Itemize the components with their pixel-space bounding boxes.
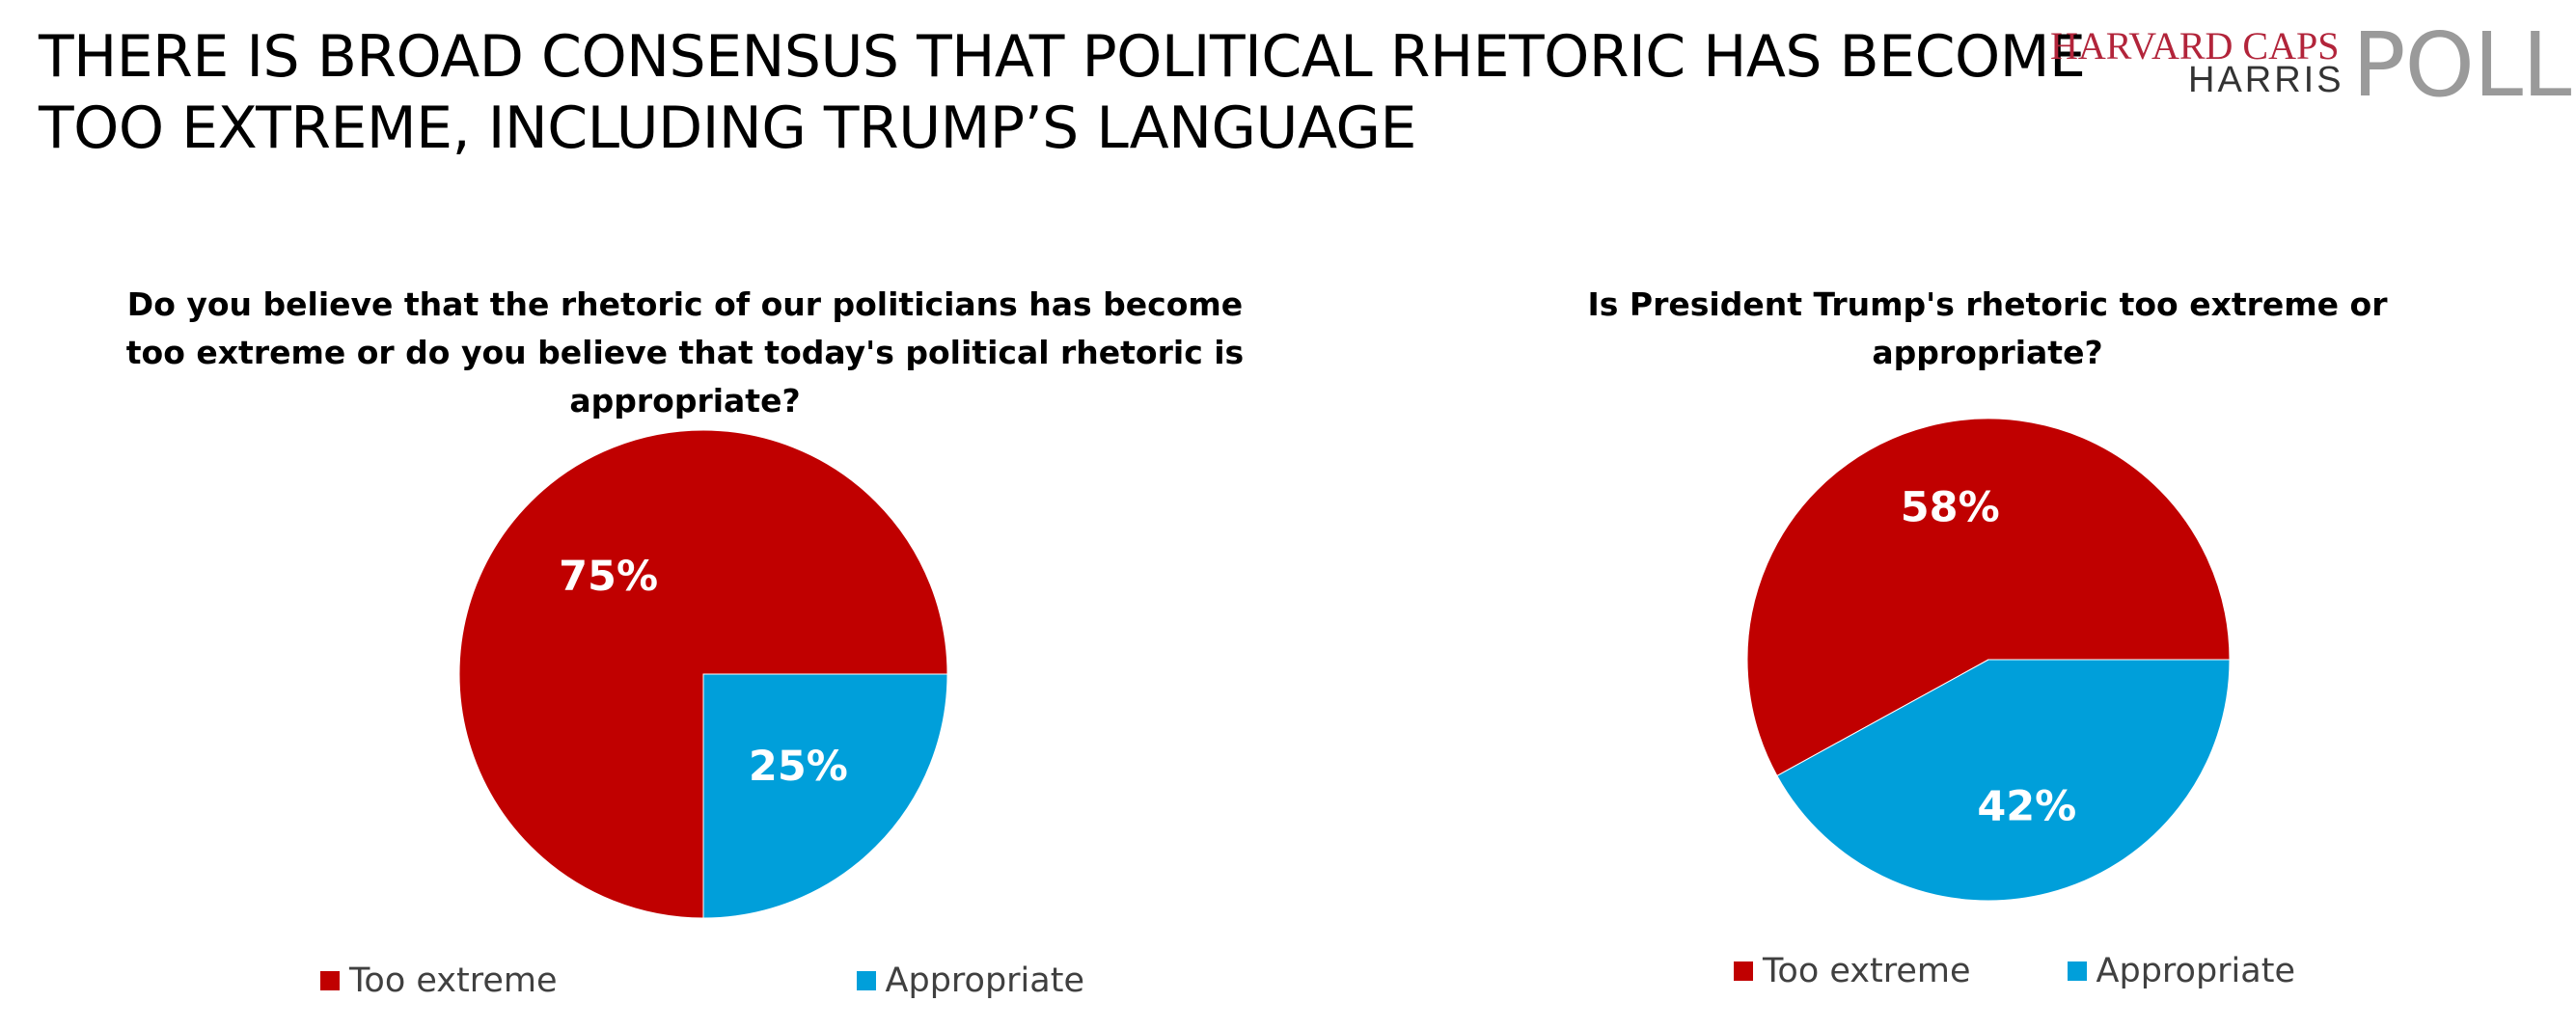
legend-label-appropriate: Appropriate: [885, 961, 1084, 1000]
legend-item-too-extreme: Too extreme: [1734, 952, 1971, 990]
logo-text-harvard-caps: HARVARD CAPS: [2050, 24, 2340, 68]
legend-item-appropriate: Appropriate: [856, 961, 1084, 1000]
chart-title: Do you believe that the rhetoric of our …: [106, 281, 1264, 425]
pie-slice-appropriate: [1776, 659, 2231, 902]
pie-slice-appropriate: [702, 673, 948, 919]
data-label-too-extreme: 75%: [559, 553, 658, 601]
data-label-too-extreme: 58%: [1901, 484, 2000, 532]
chart-title-line-2: too extreme or do you believe that today…: [125, 334, 1245, 371]
logo-text-poll: POLL: [2352, 14, 2571, 117]
harvard-caps-harris-poll-logo: HARVARD CAPS HARRIS POLL: [2045, 14, 2571, 117]
legend-swatch-too-extreme: [1734, 961, 1753, 981]
legend-item-too-extreme: Too extreme: [320, 961, 558, 1000]
chart-legend: Too extreme Appropriate: [320, 961, 1084, 1000]
chart-legend: Too extreme Appropriate: [1734, 952, 2295, 990]
pie-slice-too-extreme: [1746, 418, 2231, 777]
legend-swatch-appropriate: [2067, 961, 2087, 981]
legend-item-appropriate: Appropriate: [2067, 952, 2295, 990]
chart-title-line-1: Is President Trump's rhetoric too extrem…: [1587, 285, 2388, 323]
chart-title-line-2: appropriate?: [1872, 334, 2103, 371]
page-title-line-2: TOO EXTREME, INCLUDING TRUMP’S LANGUAGE: [39, 95, 1416, 162]
page-title: THERE IS BROAD CONSENSUS THAT POLITICAL …: [39, 21, 2086, 164]
chart-title-line-1: Do you believe that the rhetoric of our …: [126, 285, 1244, 323]
chart-title: Is President Trump's rhetoric too extrem…: [1505, 281, 2470, 377]
legend-label-too-extreme: Too extreme: [1763, 952, 1971, 990]
chart-politicians-rhetoric: Do you believe that the rhetoric of our …: [106, 281, 1264, 1000]
legend-swatch-too-extreme: [320, 971, 340, 990]
chart-title-line-3: appropriate?: [569, 382, 801, 420]
legend-label-too-extreme: Too extreme: [349, 961, 558, 1000]
page-title-line-1: THERE IS BROAD CONSENSUS THAT POLITICAL …: [39, 23, 2086, 91]
legend-swatch-appropriate: [856, 971, 876, 990]
logo-text-harris: HARRIS: [2188, 60, 2344, 100]
data-label-appropriate: 25%: [749, 743, 848, 791]
data-label-appropriate: 42%: [1977, 782, 2076, 830]
legend-label-appropriate: Appropriate: [2096, 952, 2295, 990]
